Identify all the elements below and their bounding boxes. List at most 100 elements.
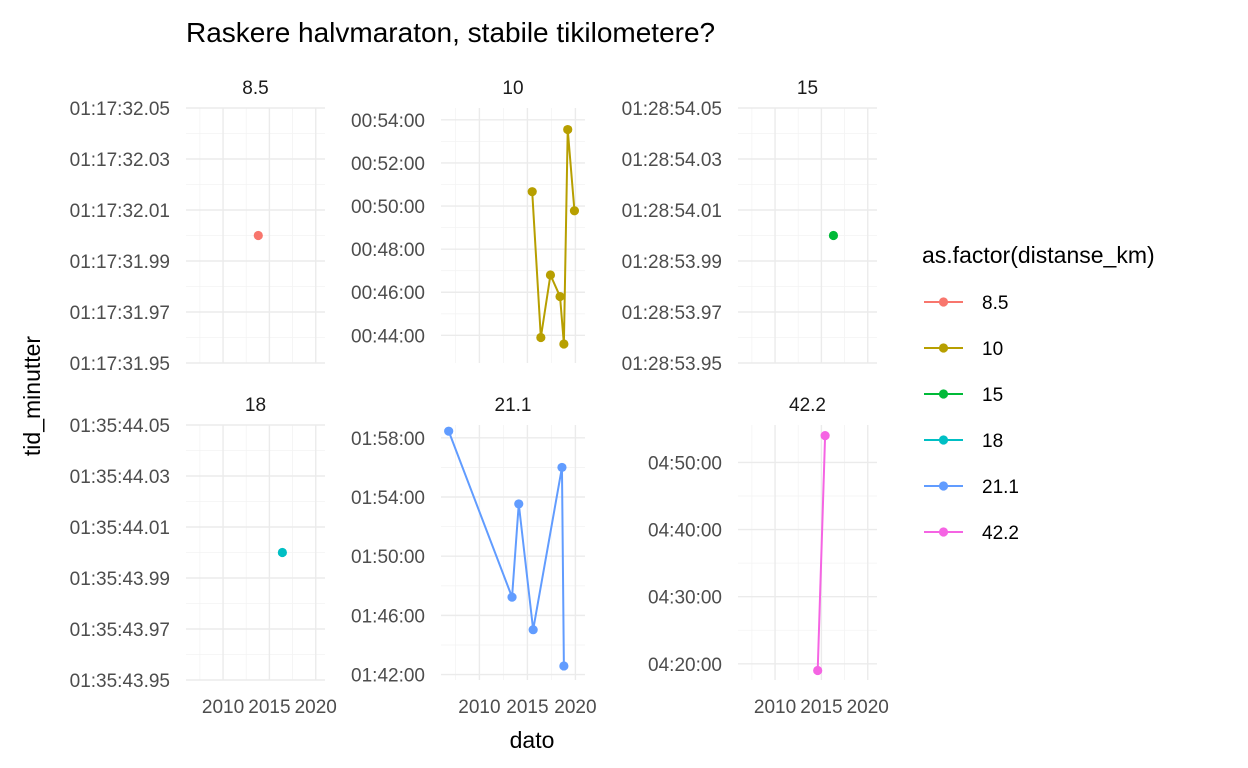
y-tick-label: 04:30:00 (648, 588, 722, 609)
y-tick-label: 01:35:44.01 (70, 518, 170, 539)
data-point (569, 206, 580, 216)
legend-label: 21.1 (982, 477, 1019, 498)
legend-label: 10 (982, 339, 1003, 360)
legend-label: 15 (982, 385, 1003, 406)
y-tick-label: 01:17:31.95 (70, 354, 170, 375)
y-tick-label: 01:17:32.05 (70, 99, 170, 120)
legend-item-42.2: 42.2 (924, 523, 1019, 544)
x-tick-label: 2010 (202, 697, 244, 718)
legend-item-18: 18 (924, 431, 1003, 452)
panel-18: 18 01:35:43.95 01:35:43.97 01:35:43.99 01:35… (70, 395, 337, 718)
x-tick-label: 2010 (754, 697, 796, 718)
series-line-21.1 (447, 430, 565, 666)
y-tick-label: 01:28:54.05 (622, 99, 722, 120)
panel-strip-label: 42.2 (789, 395, 826, 416)
y-tick-label: 01:17:31.99 (70, 252, 170, 273)
y-tick-label: 01:35:43.95 (70, 671, 170, 692)
y-tick-label: 00:44:00 (351, 326, 425, 347)
y-tick-label: 01:35:44.03 (70, 467, 170, 488)
data-point (813, 665, 823, 676)
legend-item-8.5: 8.5 (924, 293, 1008, 314)
y-tick-label: 01:17:31.97 (70, 303, 170, 324)
y-tick-label: 00:52:00 (351, 154, 425, 175)
legend-key-point (938, 481, 949, 491)
panel-10: 10 00:44:00 00:46:00 00:48:00 00:50:00 00:52:… (351, 78, 585, 363)
legend-item-15: 15 (924, 385, 1003, 406)
y-tick-label: 01:28:53.95 (622, 354, 722, 375)
y-tick-label: 01:42:00 (351, 666, 425, 687)
y-tick-label: 01:35:43.97 (70, 620, 170, 641)
panel-strip-label: 10 (502, 78, 523, 99)
panel-15: 15 01:28:53.95 01:28:53.97 01:28:53.99 01:28… (622, 78, 877, 375)
legend-key-point (938, 435, 949, 445)
legend: as.factor(distanse_km) 8.5 10 15 18 21.1 42.2 (922, 242, 1155, 544)
data-point (444, 426, 454, 436)
panel-strip-label: 18 (245, 395, 266, 416)
x-axis-title: dato (510, 727, 555, 753)
series-line-42.2 (816, 435, 827, 671)
panel-21.1: 21.1 01:42:00 01:46:00 01:50:00 01:54:00 01:5… (351, 395, 597, 718)
data-point (559, 339, 569, 349)
data-point (545, 270, 556, 280)
y-tick-label: 01:17:32.01 (70, 201, 170, 222)
legend-item-21.1: 21.1 (924, 477, 1019, 498)
y-tick-label: 00:54:00 (351, 111, 425, 132)
y-tick-label: 01:50:00 (351, 547, 425, 568)
legend-label: 18 (982, 431, 1003, 452)
data-point (820, 431, 830, 441)
data-point (528, 625, 538, 635)
y-tick-label: 00:46:00 (351, 283, 425, 304)
x-tick-label: 2015 (800, 697, 842, 718)
y-tick-label: 01:54:00 (351, 488, 425, 509)
panel-strip-label: 8.5 (242, 78, 268, 99)
y-tick-label: 00:48:00 (351, 240, 425, 261)
x-tick-label: 2010 (458, 697, 500, 718)
legend-label: 8.5 (982, 293, 1008, 314)
y-tick-label: 01:28:53.97 (622, 303, 722, 324)
y-tick-label: 04:50:00 (648, 453, 722, 474)
legend-item-10: 10 (924, 339, 1003, 360)
panel-strip-label: 15 (797, 78, 818, 99)
data-point (559, 661, 569, 671)
y-tick-label: 01:35:44.05 (70, 416, 170, 437)
panel-42.2: 42.2 04:20:00 04:30:00 04:40:00 04:50:00 2010… (648, 395, 889, 718)
series-line-10 (531, 129, 576, 345)
y-tick-label: 04:20:00 (648, 655, 722, 676)
chart-panels: 8.5 01:17:31.95 01:17:31.97 01:17:31.99 01:1… (70, 78, 889, 718)
x-tick-label: 2020 (295, 697, 337, 718)
data-point (555, 291, 565, 302)
legend-key-point (938, 389, 949, 399)
legend-title: as.factor(distanse_km) (922, 242, 1155, 268)
legend-key-point (938, 297, 949, 307)
x-tick-label: 2015 (248, 697, 290, 718)
legend-key-point (938, 527, 949, 537)
x-tick-label: 2015 (506, 697, 548, 718)
data-point (828, 230, 839, 241)
y-tick-label: 00:50:00 (351, 197, 425, 218)
y-tick-label: 01:58:00 (351, 429, 425, 450)
data-point (527, 187, 537, 197)
y-tick-label: 01:28:53.99 (622, 252, 722, 273)
legend-key-point (938, 343, 949, 353)
data-point (277, 547, 287, 558)
chart-title: Raskere halvmaraton, stabile tikilometer… (186, 17, 715, 48)
data-point (536, 332, 546, 343)
data-point (507, 592, 517, 602)
y-tick-label: 01:35:43.99 (70, 569, 170, 590)
data-point (253, 230, 263, 241)
x-tick-label: 2020 (554, 697, 596, 718)
y-tick-label: 01:46:00 (351, 606, 425, 627)
panel-strip-label: 21.1 (495, 395, 532, 416)
y-tick-label: 01:17:32.03 (70, 150, 170, 171)
legend-label: 42.2 (982, 523, 1019, 544)
y-tick-label: 04:40:00 (648, 521, 722, 542)
data-point (563, 124, 573, 135)
panel-8.5: 8.5 01:17:31.95 01:17:31.97 01:17:31.99 01:1… (70, 78, 325, 375)
y-tick-label: 01:28:54.03 (622, 150, 722, 171)
data-point (557, 462, 567, 473)
x-tick-label: 2020 (847, 697, 889, 718)
y-tick-label: 01:28:54.01 (622, 201, 722, 222)
data-point (514, 499, 524, 509)
y-axis-title: tid_minutter (19, 336, 45, 457)
